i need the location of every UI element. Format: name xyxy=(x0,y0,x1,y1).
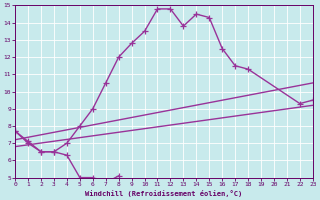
X-axis label: Windchill (Refroidissement éolien,°C): Windchill (Refroidissement éolien,°C) xyxy=(85,190,243,197)
